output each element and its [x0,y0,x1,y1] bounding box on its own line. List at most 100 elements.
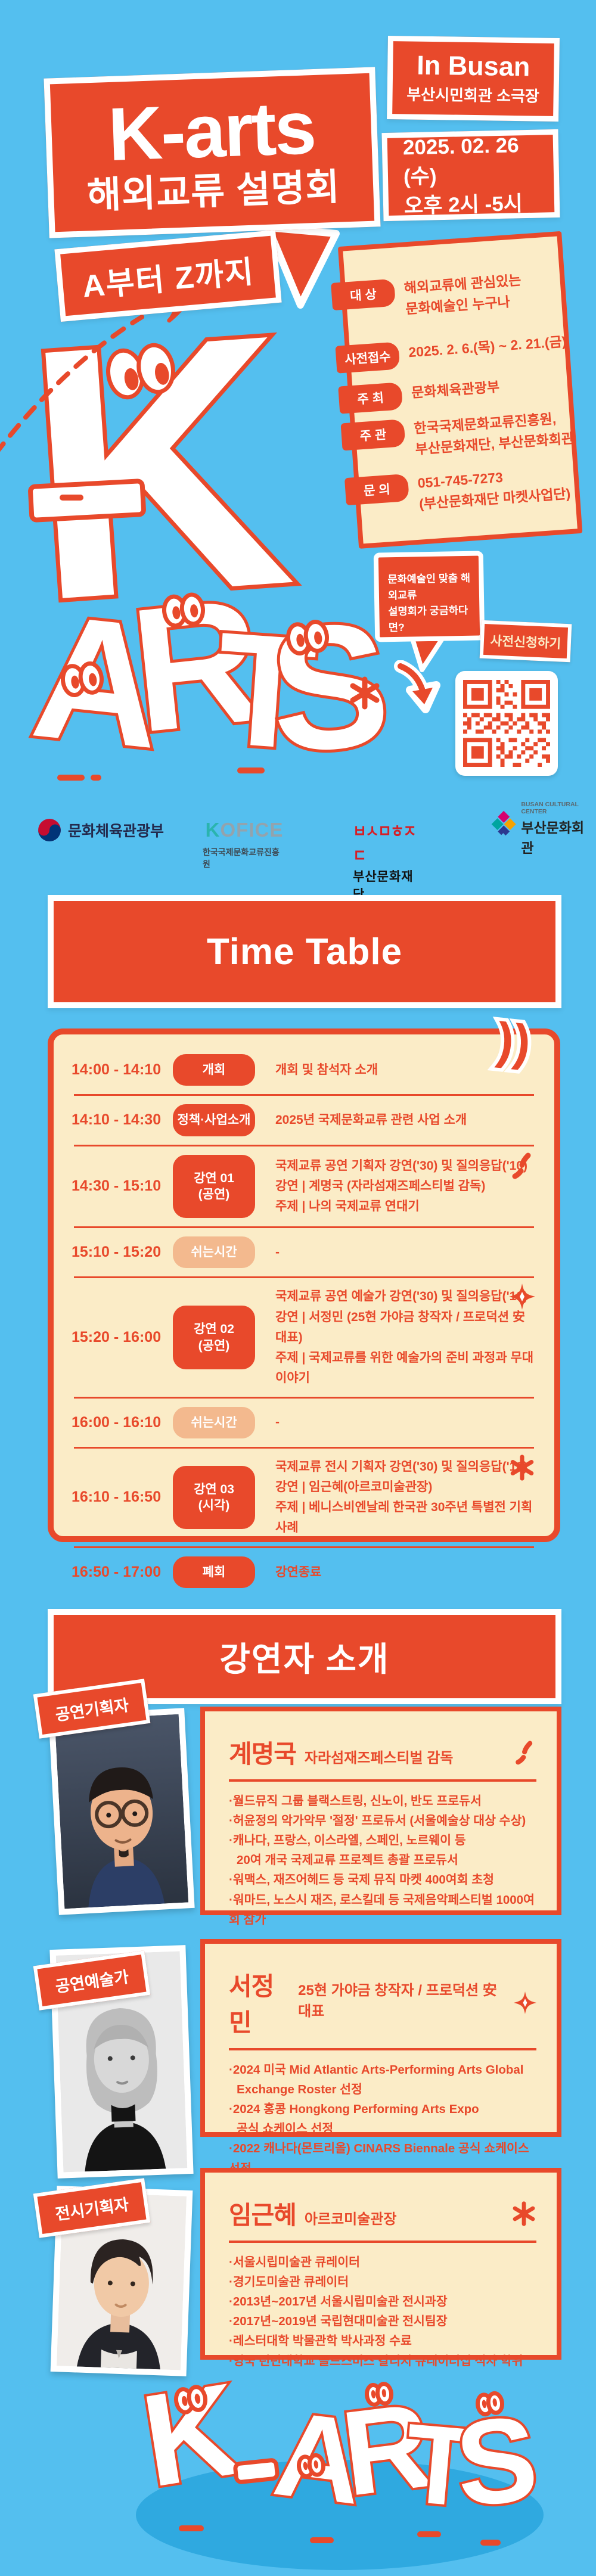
speakers-title: 강연자 소개 [219,1640,390,1678]
googly-eyes [364,2381,395,2408]
dash-mark [310,2537,334,2543]
logo-bcc-name: 부산문화회관 [521,820,585,856]
speaker-card: 서정민 25현 가야금 창작자 / 프로덕션 安 대표 ·2024 미국 Mid… [200,1939,561,2195]
divider [229,2048,536,2050]
cta-bubble-line1: 문화예술인 맞춤 해외교류 [387,571,471,602]
googly-eyes [284,618,331,657]
row-content: 강연종료 [275,1565,322,1579]
dash-mark [480,2540,501,2546]
dash-mark [57,775,85,781]
logo-bcc-sub: BUSAN CULTURAL CENTER [521,801,579,815]
row-content: - [275,1245,280,1259]
row-time: 14:00 - 14:10 [72,1061,162,1079]
swoosh-icon [516,1741,533,1764]
qr-code[interactable] [455,671,558,776]
quote-mark-icon: )) [491,1008,536,1074]
graffiti-shadow [136,2460,544,2570]
row-time: 16:50 - 17:00 [72,1564,162,1581]
divider [229,2241,536,2243]
googly-eyes [160,591,207,629]
row-time: 16:00 - 16:10 [72,1413,162,1431]
logo-mcst: 문화체육관광부 [37,818,164,843]
row-content: 국제교류 전시 기획자 강연('30) 및 질의응답('10) 강연 | 임근혜… [275,1459,533,1534]
speaker-photo [50,2186,193,2376]
speaker-name-row: 임근혜 아르코미술관장 [229,2195,536,2232]
speaker-name-row: 서정민 25현 가야금 창작자 / 프로덕션 安 대표 [229,1966,536,2039]
title-text-en: K-arts [107,85,316,177]
speaker-photo [48,1708,195,1915]
row-time: 14:30 - 15:10 [72,1177,162,1195]
googly-eyes [295,2451,327,2480]
asterisk-doodle-icon [350,676,380,710]
speaker-photo [49,1945,194,2179]
time-text: 오후 2시 -5시 [403,191,523,217]
timetable-row: 15:10 - 15:20 쉬는시간 - [72,1232,536,1272]
title-bubble-tail [265,226,340,309]
asterisk-icon [510,1455,534,1481]
dash-mark [179,2525,204,2531]
speaker-bio-list: ·2024 미국 Mid Atlantic Arts-Performing Ar… [229,2062,529,2195]
location-subtitle: 부산시민회관 소극장 [406,85,540,105]
asterisk-icon [513,2201,535,2226]
row-divider [74,1226,534,1229]
row-tag: 폐회 [173,1556,255,1589]
timetable-header: Time Table [48,895,561,1008]
row-tag: 쉬는시간 [173,1236,255,1269]
logo-mcst-label: 문화체육관광부 [68,823,164,840]
sparkle-icon [509,1284,535,1310]
logo-kofice: KOFICE 한국국제문화교류진흥원 [203,819,286,870]
speaker-bio-list: ·서울시립미술관 큐레이터 ·경기도미술관 큐레이터 ·2013년~2017년 … [229,2255,523,2368]
speaker-role: 25현 가야금 창작자 / 프로덕션 安 대표 [298,1983,497,2019]
googly-eyes [474,2389,506,2418]
timetable-row: 15:20 - 16:00 강연 02 (공연) 국제교류 공연 예술가 강연('… [72,1282,536,1392]
divider [229,1779,536,1782]
arrow-down-right-icon [394,660,440,713]
az-banner-label: A부터 Z까지 [80,254,256,304]
row-divider [74,1446,534,1449]
row-tag: 쉬는시간 [173,1406,255,1438]
timetable-row: 16:10 - 16:50 강연 03 (시각) 국제교류 전시 기획자 강연('… [72,1453,536,1542]
info-chip-organizer: 주 관 [340,419,406,451]
dash-mark [417,2531,441,2537]
location-box: In Busan 부산시민회관 소극장 [387,35,560,122]
speaker-name: 임근혜 [229,2201,297,2229]
graffiti-letter-s: S [448,2388,545,2534]
speaker-card: 임근혜 아르코미술관장 ·서울시립미술관 큐레이터 ·경기도미술관 큐레이터 ·… [200,2168,561,2368]
row-tag: 정책·사업소개 [173,1104,255,1136]
speaker-name: 계명국 [229,1740,297,1768]
portrait-man-glasses [54,1714,189,1909]
row-divider [74,1546,534,1548]
info-value-organizer: 한국국제문화교류진흥원, 부산문화재단, 부산문화회관 [413,411,575,457]
row-tag: 개회 [173,1054,255,1086]
row-content: - [275,1415,280,1430]
cta-bubble-line2: 설명회가 궁금하다면? [388,604,468,634]
portrait-woman-grayscale [55,1951,188,2173]
row-content: 국제교류 공연 예술가 강연('30) 및 질의응답('10) 강연 | 서정민… [275,1289,534,1385]
logo-kofice-sub: 한국국제문화교류진흥원 [203,847,280,869]
swoosh-icon [512,1152,531,1179]
logo-kofice-wordmark: KOFICE [205,819,284,841]
sign-plate [27,478,147,523]
info-chip-target: 대 상 [331,278,396,310]
logo-bcc: BUSAN CULTURAL CENTER 부산문화회관 [491,801,596,857]
event-info-box: 대 상 해외교류에 관심있는 문화예술인 누구나 사전접수 2025. 2. 6.… [331,231,583,549]
register-button-label: 사전신청하기 [490,633,561,651]
row-divider [74,1094,534,1096]
title-text-ko: 해외교류 설명회 [86,167,341,217]
row-divider [74,1144,534,1146]
speaker-card: 계명국 자라섬재즈페스티벌 감독 ·월드뮤직 그룹 블랙스트링, 신노이, 반도… [200,1707,561,1926]
info-chip-register: 사전접수 [335,341,401,374]
row-content: 개회 및 참석자 소개 [275,1062,378,1077]
row-content: 국제교류 공연 기획자 강연('30) 및 질의응답('10) 강연 | 계명국… [275,1158,527,1213]
register-button[interactable]: 사전신청하기 [479,620,572,663]
row-divider [74,1276,534,1279]
row-tag: 강연 03 (시각) [173,1465,255,1530]
row-time: 16:10 - 16:50 [72,1489,162,1506]
cta-bubble: 문화예술인 맞춤 해외교류 설명회가 궁금하다면? [373,551,485,642]
speaker-name-row: 계명국 자라섬재즈페스티벌 감독 [229,1734,536,1770]
googly-eyes [58,660,106,699]
timetable-row: 14:30 - 15:10 강연 01 (공연) 국제교류 공연 기획자 강연('… [72,1151,536,1223]
googly-eyes [172,2383,210,2416]
taegeuk-icon [38,819,61,841]
